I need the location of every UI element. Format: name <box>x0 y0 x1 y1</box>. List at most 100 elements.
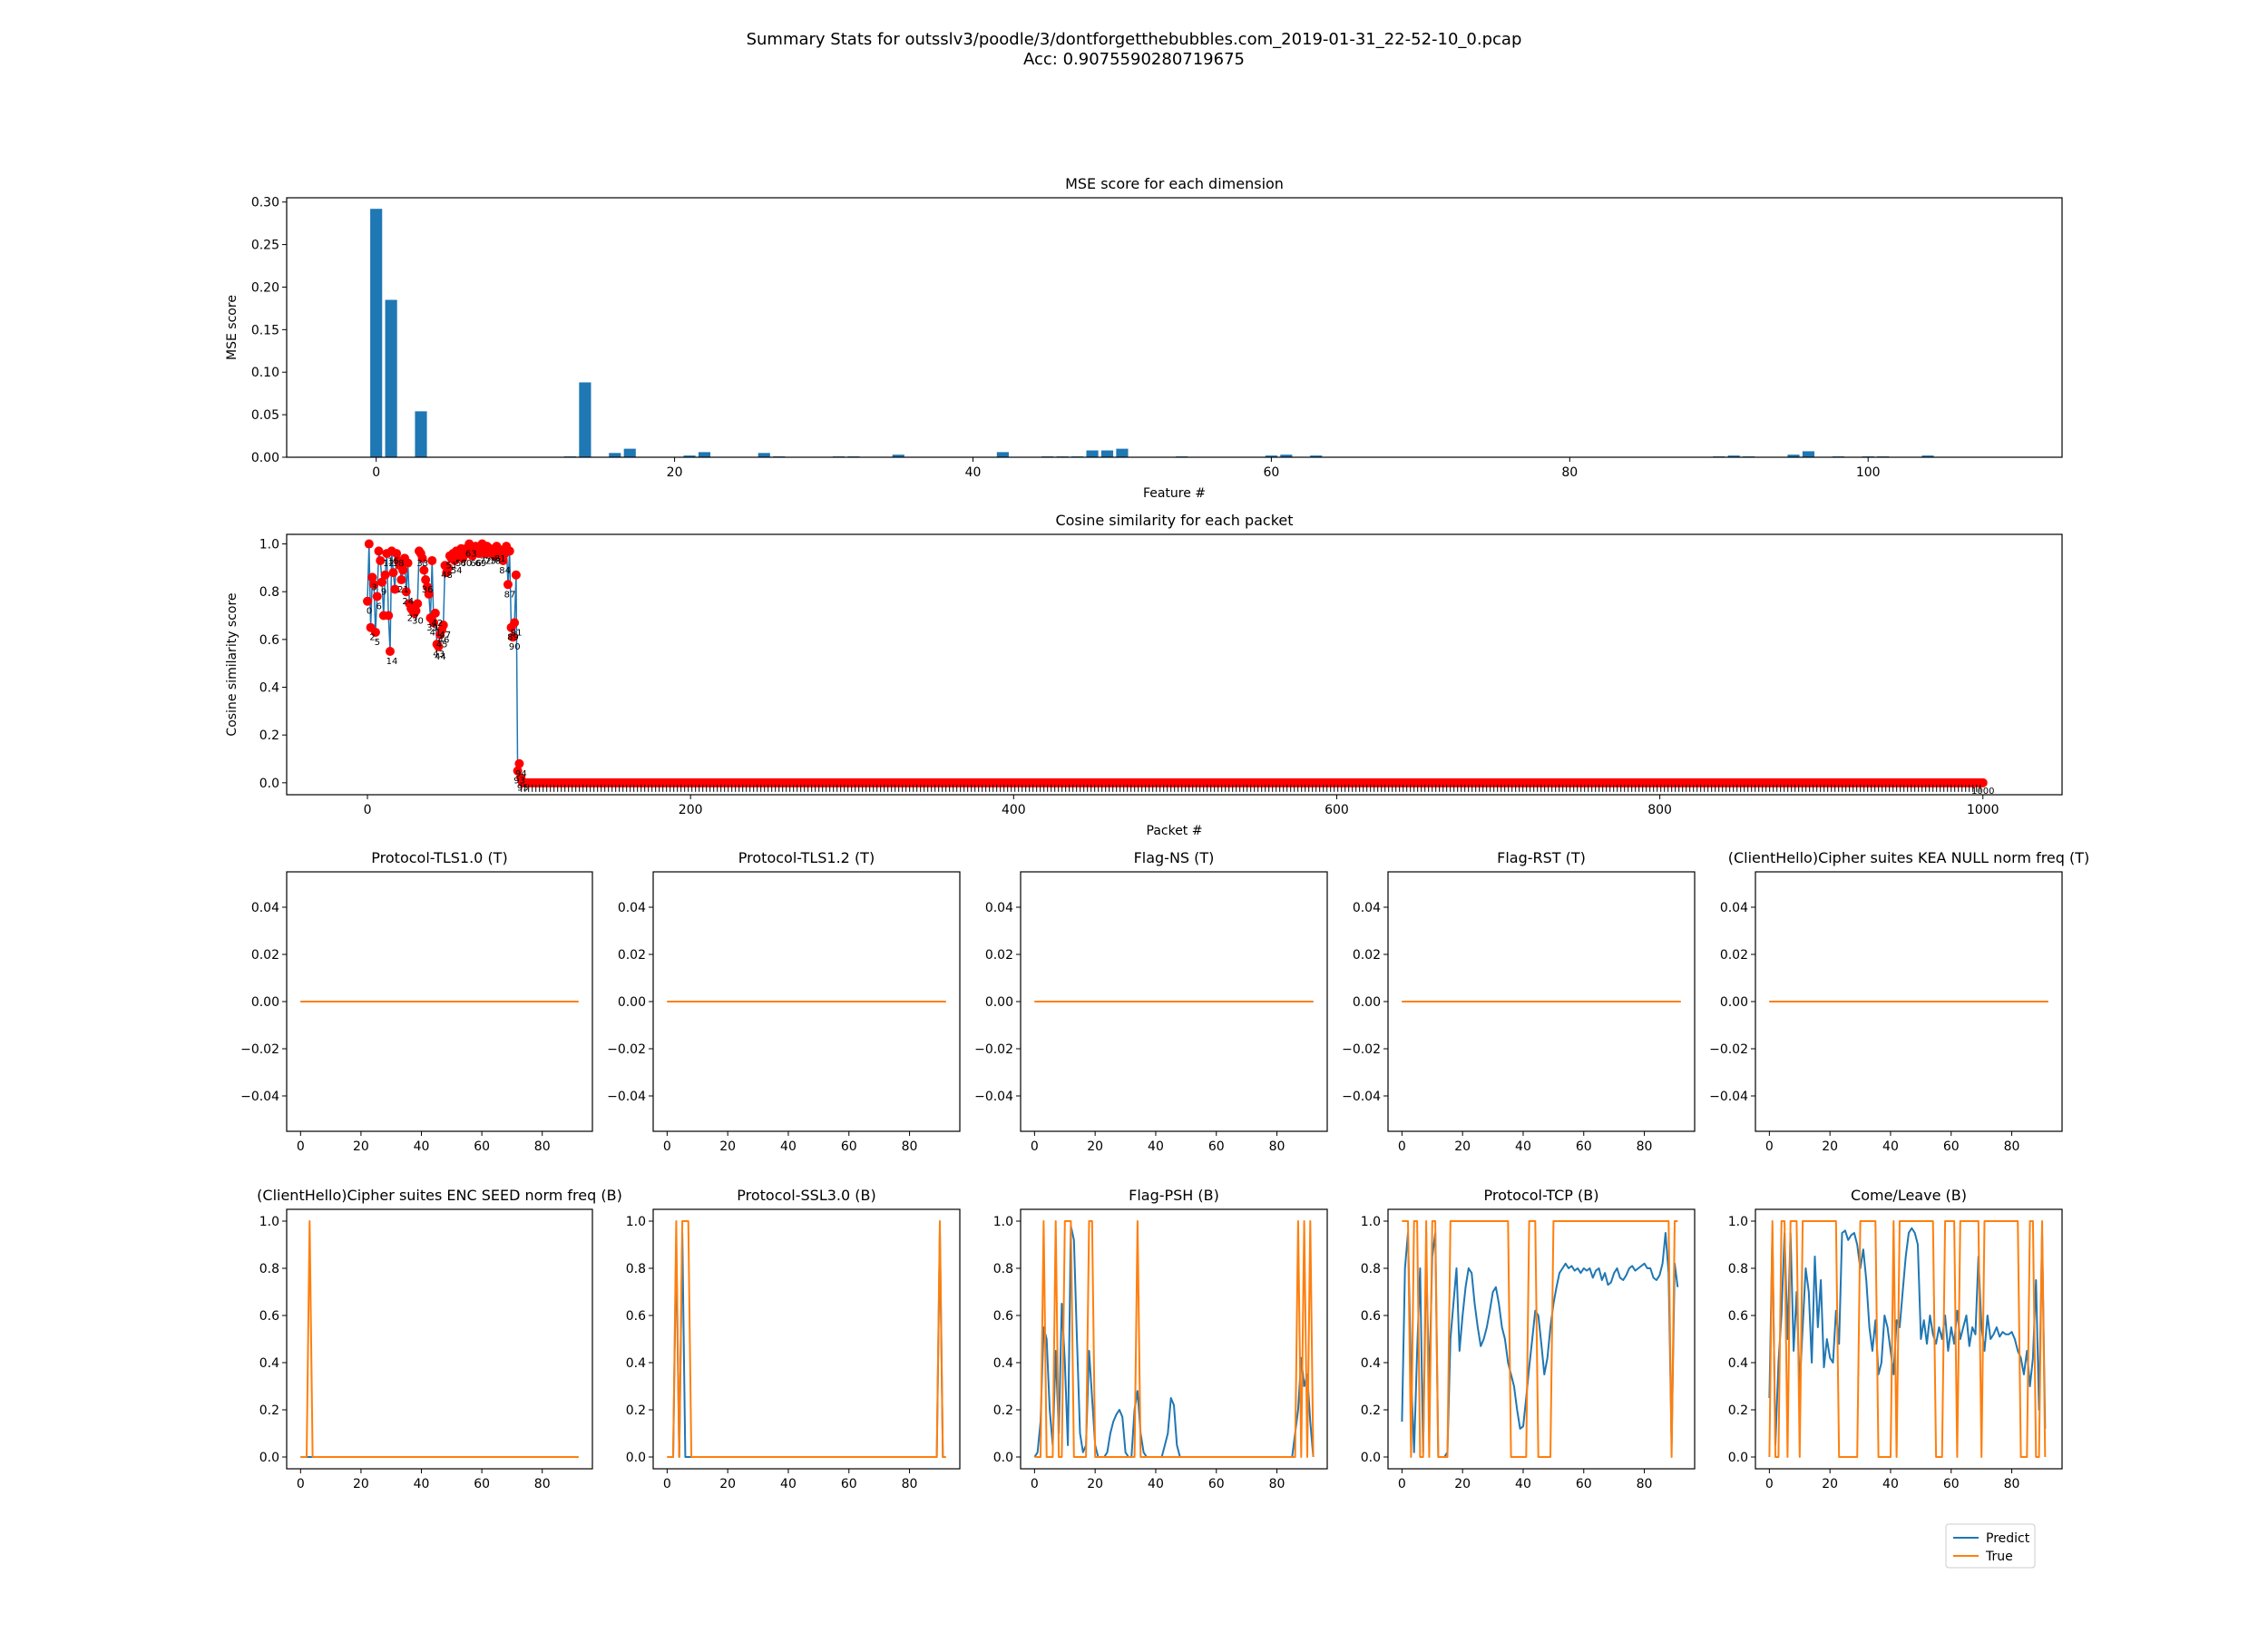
chart-4-ytick-label: −0.04 <box>974 1090 1013 1104</box>
chart-9-ytick-label: 1.0 <box>993 1215 1013 1229</box>
mse-bar <box>385 299 397 457</box>
chart-5-xtick-label: 0 <box>1398 1139 1406 1154</box>
cosine-point <box>367 572 377 582</box>
chart-4-xtick-label: 0 <box>1031 1139 1039 1154</box>
chart-5-ytick-label: 0.00 <box>1353 995 1381 1010</box>
chart-0-ytick-label: 0.25 <box>251 239 279 253</box>
packet-index-label: 72 <box>480 556 492 566</box>
chart-1-frame <box>286 533 2063 796</box>
chart-3-ytick-label: −0.04 <box>607 1090 646 1104</box>
chart-1-xtick-label: 800 <box>1647 803 1672 817</box>
chart-6-xtick-label: 80 <box>2004 1139 2020 1154</box>
chart-11-ytick-label: 0.0 <box>1728 1451 1748 1465</box>
legend-label-predict: Predict <box>1986 1531 2030 1546</box>
chart-7-ytick-label: 0.4 <box>259 1356 279 1371</box>
packet-index-label: 44 <box>435 652 446 662</box>
chart-8-frame <box>652 1208 961 1470</box>
packet-index-label: 14 <box>386 657 398 667</box>
chart-6-xtick-label: 20 <box>1822 1139 1838 1154</box>
chart-4-ytick-label: 0.00 <box>985 995 1013 1010</box>
chart-4-xtick-label: 40 <box>1148 1139 1164 1154</box>
cosine-point <box>510 618 520 628</box>
mse-bar <box>1086 450 1099 457</box>
chart-7-xtick-label: 80 <box>534 1477 551 1491</box>
cosine-point <box>503 580 513 590</box>
packet-index-label: 78 <box>490 556 502 566</box>
packet-index-label: 54 <box>451 566 463 576</box>
chart-5-xtick-label: 80 <box>1637 1139 1653 1154</box>
chart-10-title: Protocol-TCP (B) <box>1484 1187 1599 1204</box>
chart-5-ytick-label: −0.02 <box>1342 1042 1381 1057</box>
chart-0-ytick-label: 0.10 <box>251 366 279 380</box>
chart-9-plot-area <box>1033 1220 1315 1458</box>
chart-0-xtick-label: 60 <box>1263 465 1279 480</box>
series-true-line <box>1034 1220 1315 1458</box>
chart-6-ytick-label: −0.02 <box>1709 1042 1748 1057</box>
chart-6-ytick-label: 0.00 <box>1720 995 1748 1010</box>
packet-index-label: 2 <box>369 633 375 643</box>
mse-bar <box>623 448 636 457</box>
packet-index-label: 95 <box>517 784 529 794</box>
cosine-point <box>444 562 454 572</box>
legend: Predict True <box>1945 1523 2036 1569</box>
cosine-point <box>403 558 413 568</box>
packet-index-label: 6 <box>376 601 382 611</box>
chart-3-ytick-label: 0.04 <box>618 901 646 915</box>
chart-0-ytick-label: 0.30 <box>251 196 279 210</box>
packet-index-label: 47 <box>439 631 451 640</box>
cosine-point <box>364 539 374 549</box>
mse-bar <box>609 453 621 457</box>
chart-3-title: Protocol-TLS1.2 (T) <box>738 849 875 866</box>
chart-0-plot-area <box>370 209 1934 457</box>
chart-0-ytick-label: 0.05 <box>251 408 279 423</box>
cosine-point <box>1978 777 1988 787</box>
chart-8-ytick-label: 0.0 <box>626 1451 646 1465</box>
mse-bar <box>892 455 904 457</box>
chart-4-xtick-label: 20 <box>1087 1139 1103 1154</box>
chart-11-ytick-label: 0.8 <box>1728 1262 1748 1276</box>
mse-bar <box>1310 455 1323 457</box>
packet-index-label: 60 <box>461 559 473 569</box>
chart-2-frame <box>286 871 593 1132</box>
series-predict-line <box>1033 1225 1315 1458</box>
series-true-line <box>667 1220 946 1458</box>
cosine-point <box>513 766 523 776</box>
cosine-point <box>508 632 518 642</box>
chart-1-xtick-label: 200 <box>679 803 703 817</box>
chart-6-xtick-label: 60 <box>1943 1139 1960 1154</box>
mse-bar <box>1280 455 1293 457</box>
chart-9-xtick-label: 0 <box>1031 1477 1039 1491</box>
chart-7-plot-area <box>300 1220 579 1458</box>
chart-10-ytick-label: 0.8 <box>1361 1262 1381 1276</box>
chart-7-xtick-label: 0 <box>297 1477 305 1491</box>
packet-index-label: 3 <box>371 582 376 592</box>
cosine-point <box>504 546 514 556</box>
chart-9-xtick-label: 40 <box>1148 1477 1164 1491</box>
chart-8-xtick-label: 80 <box>902 1477 918 1491</box>
chart-8-xtick-label: 20 <box>719 1477 736 1491</box>
chart-9-ytick-label: 0.6 <box>993 1309 1013 1324</box>
chart-1-ytick-label: 0.8 <box>259 585 279 600</box>
mse-bar <box>996 452 1009 457</box>
chart-1-ytick-label: 1.0 <box>259 538 279 552</box>
cosine-point <box>396 575 406 585</box>
packet-index-label: 30 <box>412 616 424 626</box>
mse-bar <box>698 452 711 457</box>
figure-title: Summary Stats for outsslv3/poodle/3/dont… <box>746 30 1522 49</box>
chart-10-xtick-label: 40 <box>1515 1477 1531 1491</box>
cosine-point <box>380 570 390 580</box>
chart-6-title: (ClientHello)Cipher suites KEA NULL norm… <box>1728 849 2090 866</box>
cosine-point <box>411 606 421 616</box>
chart-9-xtick-label: 80 <box>1269 1477 1286 1491</box>
chart-3-xtick-label: 0 <box>663 1139 671 1154</box>
chart-3-xtick-label: 40 <box>780 1139 797 1154</box>
mse-bar <box>1727 455 1740 457</box>
chart-9-ytick-label: 0.4 <box>993 1356 1013 1371</box>
packet-index-label: 0 <box>367 607 372 617</box>
chart-7-ytick-label: 0.2 <box>259 1403 279 1418</box>
packet-index-label: 91 <box>511 628 523 638</box>
cosine-point <box>377 577 387 587</box>
chart-4-ytick-label: 0.04 <box>985 901 1013 915</box>
chart-4-xtick-label: 60 <box>1208 1139 1225 1154</box>
series-true-line <box>1768 1220 2047 1458</box>
